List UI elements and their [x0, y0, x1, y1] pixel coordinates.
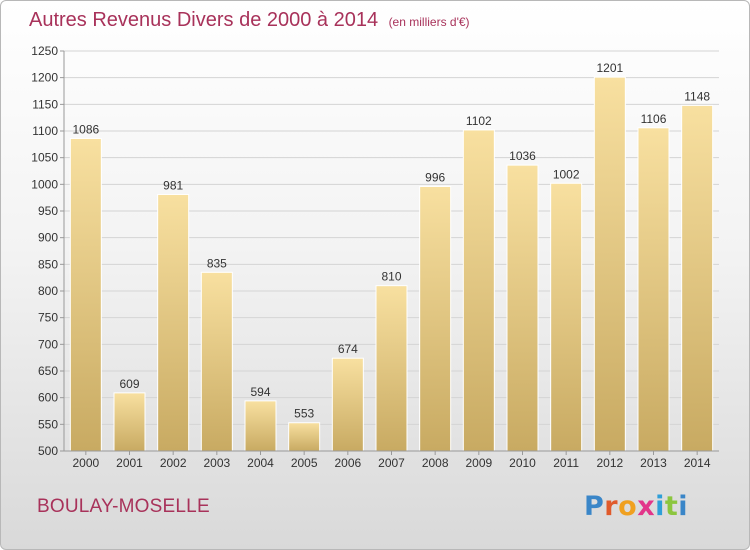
- bar-2008: [419, 185, 452, 452]
- y-tick-label-1150: 1150: [32, 97, 58, 111]
- y-tick-label-950: 950: [38, 204, 58, 218]
- chart-unit-note: (en milliers d'€): [388, 15, 470, 29]
- brand-logo: Proxiti: [584, 491, 689, 522]
- x-tick-label-2001: 2001: [116, 456, 143, 470]
- y-tick-label-600: 600: [38, 391, 58, 405]
- y-tick-label-800: 800: [38, 284, 58, 298]
- data-label-2011: 1002: [553, 167, 580, 181]
- y-tick-label-1000: 1000: [31, 177, 58, 191]
- x-tick-label-2007: 2007: [378, 456, 405, 470]
- x-tick-label-2002: 2002: [160, 456, 187, 470]
- y-tick-label-850: 850: [38, 257, 58, 271]
- data-label-2003: 835: [207, 256, 227, 270]
- bar-2001: [113, 392, 146, 452]
- x-tick-label-2014: 2014: [684, 456, 711, 470]
- chart-title: Autres Revenus Divers de 2000 à 2014: [29, 9, 379, 31]
- y-tick-label-1200: 1200: [31, 71, 58, 85]
- bar-2011: [550, 182, 583, 452]
- x-tick-label-2009: 2009: [465, 456, 492, 470]
- y-tick-label-1250: 1250: [31, 44, 58, 58]
- location-label: BOULAY-MOSELLE: [37, 496, 210, 517]
- y-tick-label-700: 700: [38, 337, 58, 351]
- y-tick-label-750: 750: [38, 311, 58, 325]
- data-label-2013: 1106: [641, 112, 667, 126]
- title-row: Autres Revenus Divers de 2000 à 2014 (en…: [29, 9, 470, 32]
- y-tick-label-650: 650: [38, 364, 58, 378]
- data-label-2012: 1201: [596, 61, 623, 75]
- bar-2006: [331, 357, 364, 452]
- data-label-2004: 594: [250, 385, 270, 399]
- bar-2014: [681, 104, 714, 452]
- x-tick-label-2004: 2004: [247, 456, 274, 470]
- x-tick-label-2005: 2005: [291, 456, 318, 470]
- data-labels: 1086 609 981 835 594 553 674 810 996 1102 1036 1002…: [72, 61, 710, 421]
- y-tick-label-900: 900: [38, 231, 58, 245]
- bar-2013: [637, 127, 670, 452]
- x-tick-label-2000: 2000: [72, 456, 99, 470]
- bar-2007: [375, 285, 408, 452]
- bar-2004: [244, 400, 277, 452]
- data-label-2010: 1036: [509, 149, 536, 163]
- data-label-2014: 1148: [684, 89, 710, 103]
- bar-2012: [593, 76, 626, 452]
- y-tick-label-1100: 1100: [32, 124, 58, 138]
- data-label-2002: 981: [163, 178, 183, 192]
- bars: [69, 76, 714, 452]
- data-label-2000: 1086: [72, 122, 99, 136]
- axes: [63, 51, 719, 452]
- x-tick-label-2012: 2012: [596, 456, 623, 470]
- y-tick-label-1050: 1050: [31, 151, 58, 165]
- data-label-2007: 810: [381, 270, 401, 284]
- data-label-2009: 1102: [466, 114, 492, 128]
- x-tick-label-2006: 2006: [334, 456, 361, 470]
- y-tick-labels: 500 550 600 650 700 750 800 850 900 950 1000 1050 11…: [31, 44, 58, 458]
- bar-2009: [462, 129, 495, 452]
- bar-2005: [288, 422, 321, 452]
- data-label-2001: 609: [119, 377, 139, 391]
- y-tick-label-550: 550: [38, 417, 58, 431]
- bar-2003: [200, 271, 233, 452]
- data-label-2006: 674: [338, 342, 358, 356]
- data-label-2008: 996: [425, 170, 445, 184]
- x-tick-label-2010: 2010: [509, 456, 536, 470]
- y-tick-label-500: 500: [38, 444, 58, 458]
- bar-2002: [157, 193, 190, 452]
- x-tick-label-2003: 2003: [203, 456, 230, 470]
- x-tick-label-2011: 2011: [553, 456, 579, 470]
- bar-2000: [69, 137, 102, 452]
- bar-2010: [506, 164, 539, 452]
- data-label-2005: 553: [294, 407, 314, 421]
- x-tick-label-2013: 2013: [640, 456, 667, 470]
- x-tick-label-2008: 2008: [422, 456, 449, 470]
- x-tick-labels: 2000 2001 2002 2003 2004 2005 2006 2007 2008 2009…: [72, 451, 711, 470]
